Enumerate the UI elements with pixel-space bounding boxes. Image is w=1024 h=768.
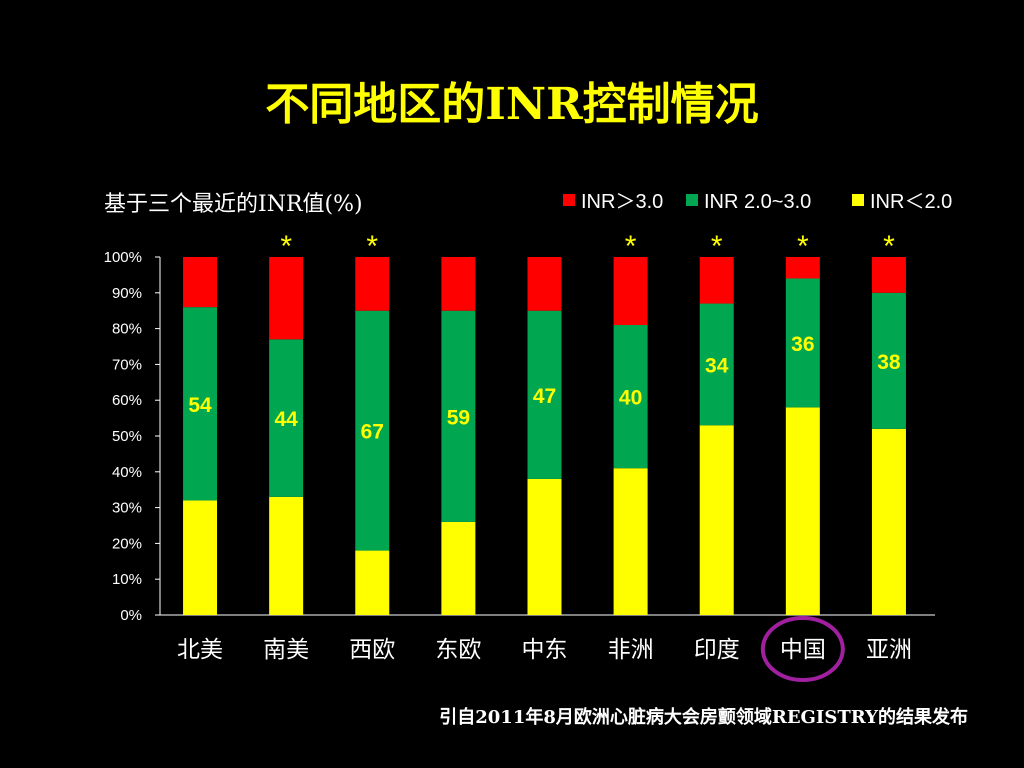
significance-mark: * — [797, 230, 809, 263]
significance-mark: * — [883, 230, 895, 263]
bar-segment-target — [183, 307, 218, 501]
bar-segment-target — [441, 310, 476, 522]
bar-segment-high — [355, 257, 390, 311]
legend-swatch — [563, 194, 575, 206]
y-tick-label: 10% — [112, 571, 142, 588]
y-tick-label: 0% — [120, 607, 142, 624]
bar-segment-target — [613, 325, 648, 469]
bar-segment-low — [699, 425, 734, 615]
bar-segment-low — [269, 496, 304, 615]
bar-segment-low — [613, 468, 648, 615]
bar-segment-high — [613, 257, 648, 326]
bar-segment-low — [355, 550, 390, 615]
bar-segment-target — [871, 292, 906, 429]
chart-subtitle: 基于三个最近的INR值(%) — [104, 192, 363, 217]
legend-label: INR＞3.0 — [581, 191, 663, 213]
legend-swatch — [686, 194, 698, 206]
bar-segment-target — [355, 310, 390, 551]
bar-segment-high — [527, 257, 562, 311]
bar-segment-target — [699, 303, 734, 426]
x-tick-label: 亚洲 — [866, 637, 912, 663]
page-title: 不同地区的INR控制情况 — [265, 79, 759, 130]
x-tick-label: 非洲 — [608, 637, 654, 663]
data-label: 59 — [447, 406, 470, 429]
bar-segment-low — [871, 428, 906, 615]
bar-segment-high — [871, 257, 906, 293]
x-tick-label: 中东 — [522, 637, 568, 663]
data-label: 36 — [791, 333, 814, 356]
legend-label: INR 2.0~3.0 — [704, 191, 811, 213]
data-label: 44 — [274, 408, 298, 431]
data-label: 54 — [188, 394, 212, 417]
data-label: 47 — [533, 385, 556, 408]
x-tick-label: 东欧 — [435, 637, 481, 663]
y-tick-label: 20% — [112, 535, 142, 552]
y-tick-label: 100% — [104, 249, 142, 266]
significance-mark: * — [280, 230, 292, 263]
bar-segment-high — [183, 257, 218, 308]
highlight-circle — [760, 616, 845, 682]
bar-segment-target — [785, 278, 820, 408]
bar-segment-low — [183, 500, 218, 615]
data-label: 38 — [877, 351, 901, 374]
y-tick-label: 80% — [112, 321, 142, 338]
bar-segment-low — [441, 521, 476, 615]
bar-segment-high — [785, 257, 820, 279]
x-tick-label: 南美 — [263, 637, 309, 663]
source-note: 引自2011年8月欧洲心脏病大会房颤领域REGISTRY的结果发布 — [439, 707, 968, 728]
significance-mark: * — [366, 230, 378, 263]
y-tick-label: 70% — [112, 356, 142, 373]
y-tick-label: 40% — [112, 464, 142, 481]
bar-segment-target — [527, 310, 562, 479]
bar-segment-high — [441, 257, 476, 311]
data-label: 34 — [705, 354, 729, 377]
legend-swatch — [852, 194, 864, 206]
bar-segment-target — [269, 339, 304, 497]
y-tick-label: 60% — [112, 392, 142, 409]
y-tick-label: 90% — [112, 285, 142, 302]
legend-label: INR＜2.0 — [870, 191, 952, 213]
x-tick-label: 西欧 — [349, 637, 395, 663]
significance-mark: * — [625, 230, 637, 263]
x-tick-label: 中国 — [780, 637, 826, 663]
y-tick-label: 30% — [112, 500, 142, 517]
y-tick-label: 50% — [112, 428, 142, 445]
data-label: 67 — [361, 421, 384, 444]
bar-segment-high — [269, 257, 304, 340]
significance-mark: * — [711, 230, 723, 263]
data-label: 40 — [619, 387, 642, 410]
x-tick-label: 印度 — [694, 637, 740, 663]
bar-segment-low — [785, 407, 820, 615]
bar-segment-high — [699, 257, 734, 304]
x-tick-label: 北美 — [177, 637, 223, 663]
bar-segment-low — [527, 478, 562, 615]
